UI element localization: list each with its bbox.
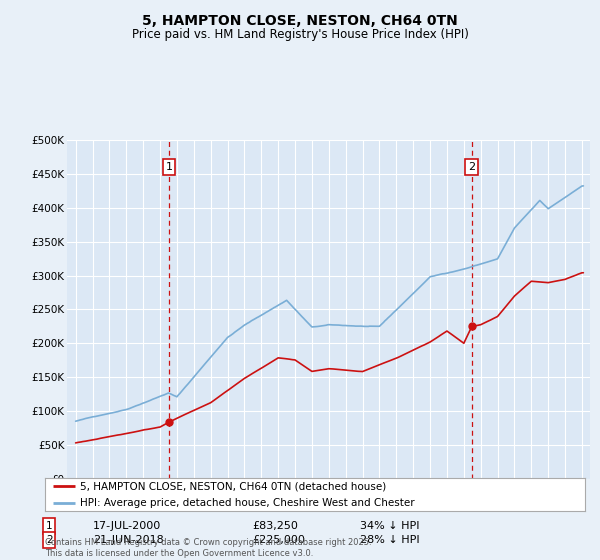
Text: £225,000: £225,000 <box>252 535 305 545</box>
Text: 1: 1 <box>46 521 53 531</box>
Text: HPI: Average price, detached house, Cheshire West and Chester: HPI: Average price, detached house, Ches… <box>80 498 415 507</box>
Text: 17-JUL-2000: 17-JUL-2000 <box>93 521 161 531</box>
Text: 2: 2 <box>468 162 475 172</box>
Text: Price paid vs. HM Land Registry's House Price Index (HPI): Price paid vs. HM Land Registry's House … <box>131 28 469 41</box>
Text: 5, HAMPTON CLOSE, NESTON, CH64 0TN (detached house): 5, HAMPTON CLOSE, NESTON, CH64 0TN (deta… <box>80 482 386 491</box>
Text: 2: 2 <box>46 535 53 545</box>
Text: 34% ↓ HPI: 34% ↓ HPI <box>360 521 419 531</box>
Text: 28% ↓ HPI: 28% ↓ HPI <box>360 535 419 545</box>
Text: £83,250: £83,250 <box>252 521 298 531</box>
Text: Contains HM Land Registry data © Crown copyright and database right 2025.
This d: Contains HM Land Registry data © Crown c… <box>45 538 371 558</box>
Text: 5, HAMPTON CLOSE, NESTON, CH64 0TN: 5, HAMPTON CLOSE, NESTON, CH64 0TN <box>142 14 458 28</box>
Text: 21-JUN-2018: 21-JUN-2018 <box>93 535 164 545</box>
Text: 1: 1 <box>166 162 173 172</box>
